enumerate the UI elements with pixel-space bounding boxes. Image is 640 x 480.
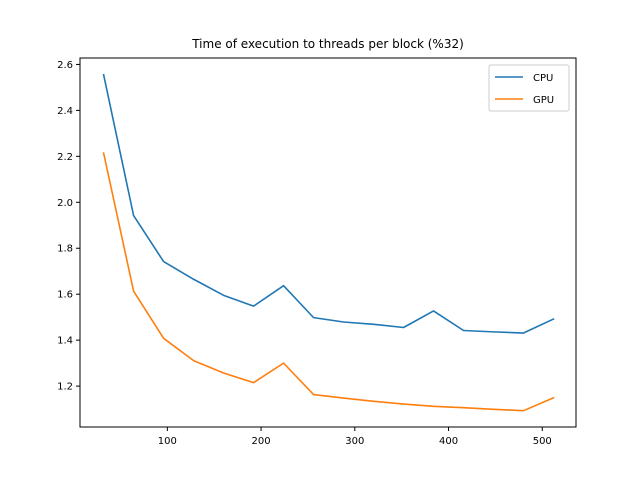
- x-tick-label: 500: [533, 436, 552, 447]
- legend-label-gpu: GPU: [533, 95, 554, 106]
- x-tick-label: 300: [345, 436, 364, 447]
- x-tick-label: 100: [158, 436, 177, 447]
- plot-frame: [79, 57, 577, 428]
- y-tick-label: 2.6: [57, 60, 73, 71]
- chart-title: Time of execution to threads per block (…: [191, 37, 464, 51]
- y-tick-label: 2.2: [57, 152, 73, 163]
- x-tick-label: 200: [252, 436, 271, 447]
- series-line-cpu: [102, 73, 555, 334]
- y-tick-label: 1.2: [57, 382, 73, 393]
- y-tick-label: 1.6: [57, 290, 73, 301]
- legend: CPU GPU: [488, 64, 570, 112]
- y-tick-label: 2.0: [57, 198, 73, 209]
- axes: 100 200 300 400 500 1.2 1.4 1.6 1.8 2.0 2.2 2.4 2.6: [57, 57, 577, 447]
- data-lines: [102, 73, 555, 412]
- y-tick-label: 2.4: [57, 106, 73, 117]
- y-tick-label: 1.8: [57, 244, 73, 255]
- legend-label-cpu: CPU: [533, 73, 553, 84]
- series-line-gpu: [102, 152, 555, 412]
- legend-box: [488, 64, 570, 112]
- y-tick-label: 1.4: [57, 336, 73, 347]
- x-tick-label: 400: [439, 436, 458, 447]
